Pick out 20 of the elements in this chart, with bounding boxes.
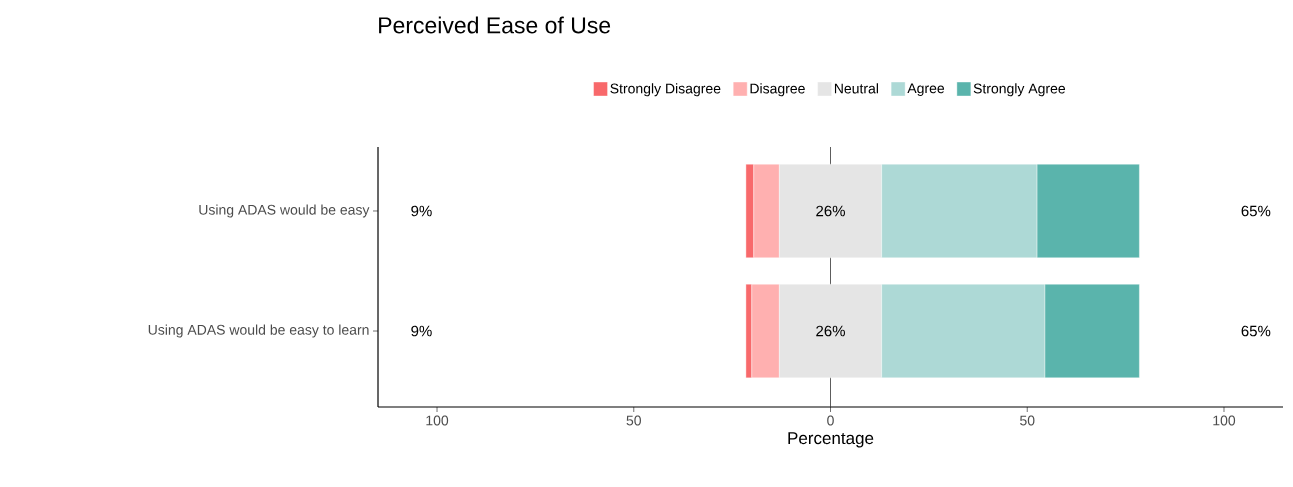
annotation: 26%	[816, 205, 845, 217]
annotation: 26%	[816, 325, 845, 337]
y-tick-label: Using ADAS would be easy	[199, 204, 370, 218]
legend-label: Disagree	[750, 83, 805, 97]
x-axis-title: Percentage	[788, 432, 874, 448]
legend-label: Strongly Disagree	[610, 83, 721, 97]
annotation: 9%	[411, 325, 432, 337]
annotation: 65%	[1241, 205, 1271, 217]
x-tick-label: 100	[426, 415, 449, 426]
chart-title: Perceived Ease of Use	[379, 16, 611, 34]
annotation: 65%	[1241, 325, 1271, 337]
y-tick-label: Using ADAS would be easy to learn	[148, 324, 369, 338]
legend-label: Neutral	[834, 83, 878, 94]
x-tick-label: 50	[1020, 415, 1035, 426]
legend-label: Strongly Agree	[973, 83, 1066, 97]
x-tick-label: 0	[827, 415, 834, 426]
legend-label: Agree	[907, 83, 945, 96]
x-tick-label: 100	[1213, 415, 1236, 426]
x-tick-label: 50	[626, 415, 641, 426]
annotation: 9%	[411, 205, 432, 217]
